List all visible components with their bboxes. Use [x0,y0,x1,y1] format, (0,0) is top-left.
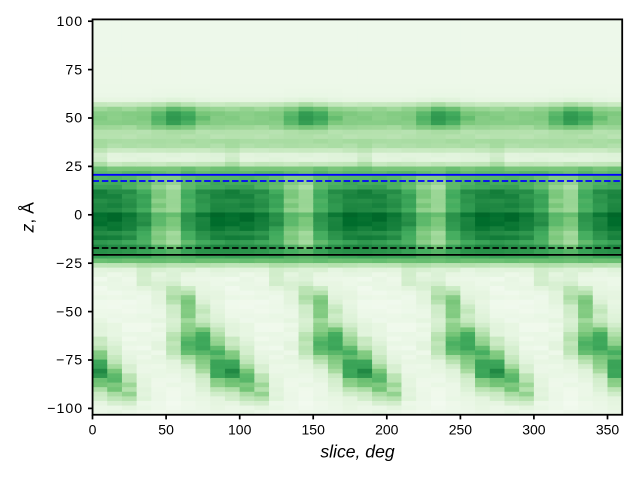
svg-text:0: 0 [89,422,97,438]
svg-text:50: 50 [65,111,83,127]
svg-text:−25: −25 [56,256,83,272]
svg-text:250: 250 [449,422,473,438]
svg-text:50: 50 [158,422,174,438]
svg-text:100: 100 [57,14,84,30]
svg-text:−50: −50 [56,304,83,320]
svg-text:25: 25 [65,159,83,175]
svg-text:100: 100 [228,422,252,438]
svg-text:slice, deg: slice, deg [320,442,395,462]
svg-text:75: 75 [65,62,83,78]
svg-text:350: 350 [596,422,620,438]
svg-text:−100: −100 [47,401,83,417]
svg-text:300: 300 [522,422,546,438]
svg-text:200: 200 [375,422,399,438]
svg-text:z, Å: z, Å [18,202,38,234]
svg-text:150: 150 [302,422,326,438]
svg-text:0: 0 [74,208,83,224]
svg-text:−75: −75 [56,353,83,369]
